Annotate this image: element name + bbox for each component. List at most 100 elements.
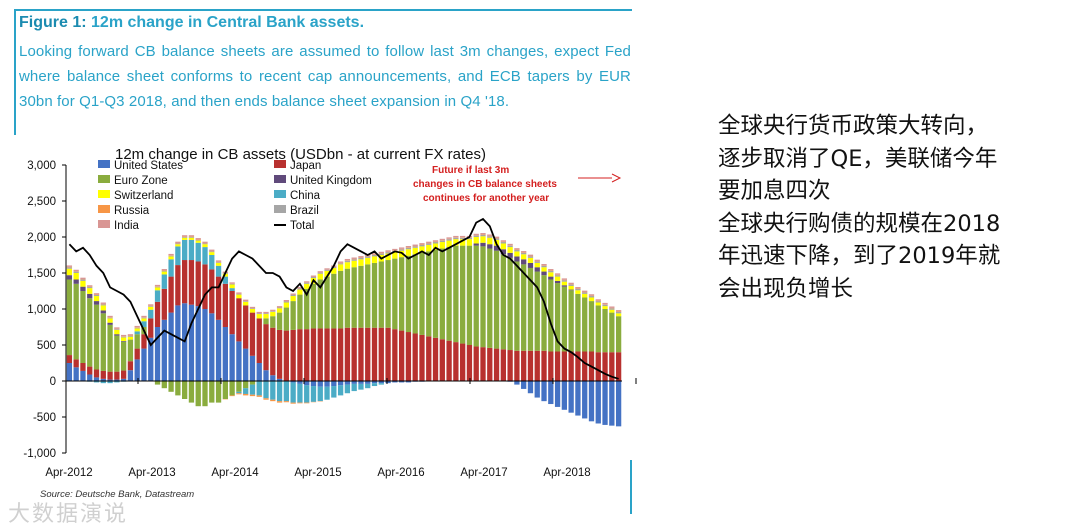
bar-segment [263, 370, 268, 381]
bar-segment [569, 381, 574, 413]
bar-segment [589, 297, 594, 301]
bar-segment [277, 381, 282, 401]
bar-segment [196, 243, 201, 262]
bar-segment [535, 267, 540, 271]
bar-segment [372, 263, 377, 328]
bar-segment [555, 381, 560, 407]
bar-segment [284, 401, 289, 402]
bar-segment [168, 256, 173, 257]
bar-segment [616, 352, 621, 381]
bar-segment [101, 313, 106, 371]
commentary-line: 逐步取消了QE，美联储今年 [718, 143, 1068, 176]
bar-segment [480, 235, 485, 236]
legend-swatch [274, 175, 286, 183]
bar-segment [311, 284, 316, 329]
bar-segment [338, 263, 343, 264]
bar-segment [548, 272, 553, 276]
bar-segment [80, 281, 85, 287]
bar-segment [372, 328, 377, 381]
bar-segment [74, 284, 79, 360]
bar-segment [569, 285, 574, 286]
bar-segment [141, 318, 146, 321]
bar-segment [202, 264, 207, 309]
bar-segment [236, 392, 241, 393]
bar-segment [514, 261, 519, 350]
bar-segment [426, 336, 431, 381]
bar-segment [270, 328, 275, 376]
bar-segment [291, 296, 296, 301]
annotation-line: continues for another year [423, 193, 549, 204]
bar-segment [87, 294, 92, 298]
bar-segment [494, 251, 499, 349]
bar-segment [87, 285, 92, 286]
bar-segment [67, 363, 72, 381]
bar-segment [80, 279, 85, 280]
bar-segment [229, 285, 234, 289]
bar-segment [74, 279, 79, 283]
bar-segment [202, 381, 207, 406]
bar-segment [616, 310, 621, 311]
bar-segment [541, 264, 546, 265]
bar-segment [494, 349, 499, 381]
bar-segment [189, 237, 194, 238]
bar-segment [352, 384, 357, 391]
legend-swatch [98, 220, 110, 228]
bar-segment [168, 313, 173, 381]
x-tick-label: Apr-2014 [211, 467, 259, 479]
bar-segment [209, 252, 214, 255]
x-tick-label: Apr-2013 [128, 467, 175, 479]
bar-segment [345, 385, 350, 394]
bar-segment [616, 316, 621, 352]
bar-segment [263, 314, 268, 318]
legend-swatch [274, 160, 286, 168]
bar-segment [87, 298, 92, 366]
bar-segment [250, 307, 255, 308]
bar-segment [135, 328, 140, 329]
bar-segment [182, 238, 187, 240]
bar-segment [182, 237, 187, 238]
bar-segment [141, 316, 146, 317]
bar-segment [596, 352, 601, 381]
bar-segment [562, 351, 567, 381]
bar-segment [182, 235, 187, 236]
bar-segment [433, 242, 438, 243]
bar-segment [270, 316, 275, 328]
bar-segment [311, 381, 316, 386]
bar-segment [107, 318, 112, 319]
bar-segment [507, 350, 512, 381]
bar-segment [609, 308, 614, 309]
bar-segment [229, 381, 234, 395]
bar-segment [196, 238, 201, 239]
bar-segment [243, 305, 248, 348]
bar-segment [596, 381, 601, 423]
bar-segment [507, 258, 512, 350]
bar-segment [555, 273, 560, 274]
bar-segment [291, 294, 296, 295]
bar-segment [338, 261, 343, 262]
bar-segment [609, 310, 614, 313]
bar-segment [453, 238, 458, 239]
bar-segment [284, 301, 289, 302]
bar-segment [74, 270, 79, 271]
bar-segment [365, 258, 370, 264]
bar-segment [148, 306, 153, 307]
x-tick-label: Apr-2016 [377, 467, 424, 479]
bar-segment [474, 246, 479, 347]
bar-segment [575, 290, 580, 294]
figure-top-rule [14, 9, 632, 11]
bar-segment [358, 328, 363, 381]
bar-segment [419, 243, 424, 244]
bar-segment [507, 244, 512, 245]
bar-segment [107, 318, 112, 322]
bar-segment [257, 381, 262, 395]
annotation-arrow-head [612, 174, 620, 182]
bar-segment [406, 246, 411, 247]
bar-segment [162, 320, 167, 381]
bar-segment [514, 250, 519, 251]
bar-segment [216, 381, 221, 403]
bar-segment [338, 271, 343, 329]
bar-segment [236, 341, 241, 381]
bar-segment [358, 256, 363, 257]
bar-segment [562, 278, 567, 279]
bar-segment [446, 341, 451, 381]
